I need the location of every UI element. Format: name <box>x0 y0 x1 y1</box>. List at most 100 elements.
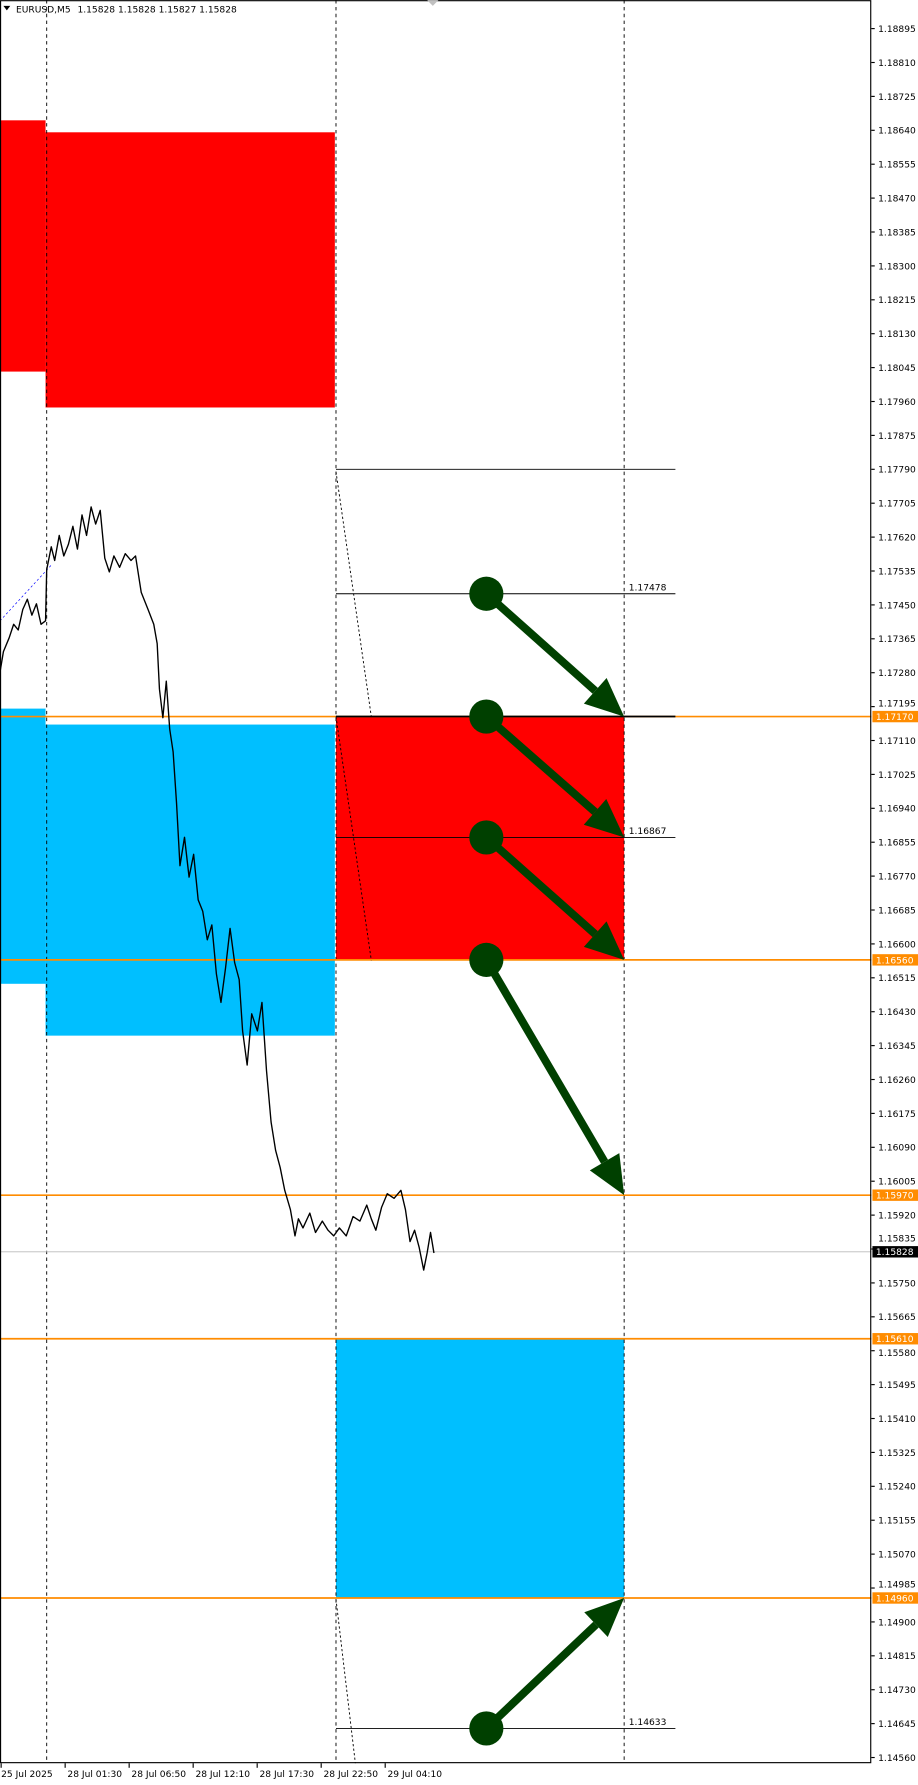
price-tick-label: 1.16940 <box>878 805 916 815</box>
level-price-label: 1.17170 <box>876 713 914 723</box>
arrow-origin-dot <box>469 699 504 734</box>
price-tick-label: 1.16090 <box>878 1144 916 1154</box>
level-price-label: 1.15970 <box>876 1192 914 1202</box>
price-tick-label: 1.15580 <box>878 1349 916 1359</box>
price-tick-label: 1.18045 <box>878 364 916 374</box>
arrow-shaft <box>483 590 598 694</box>
price-tick-label: 1.17875 <box>878 432 916 442</box>
arrow-origin-dot <box>469 942 504 977</box>
price-tick-label: 1.18895 <box>878 25 916 35</box>
price-tick-label: 1.18725 <box>878 93 916 103</box>
price-tick-label: 1.16685 <box>878 906 916 916</box>
dropdown-triangle-icon[interactable] <box>3 5 11 11</box>
price-tick-label: 1.18470 <box>878 195 916 205</box>
fib-trendline <box>335 1599 356 1764</box>
supply-zone <box>0 120 46 372</box>
level-price-badge <box>872 1333 918 1345</box>
time-tick-label: 28 Jul 17:30 <box>259 1770 314 1780</box>
price-tick-label: 1.14645 <box>878 1720 916 1730</box>
price-tick-label: 1.14985 <box>878 1581 916 1591</box>
price-tick-label: 1.15070 <box>878 1551 916 1561</box>
arrow-head-icon <box>583 799 625 838</box>
fib-trendline <box>335 471 372 717</box>
level-price-badge <box>872 1592 918 1604</box>
level-lines: 1.17478 1.16867 1.14633 <box>0 468 872 1764</box>
arrow-shaft <box>483 1621 599 1732</box>
arrow-origin-dot <box>469 820 504 855</box>
price-tick-label: 1.17450 <box>878 601 916 611</box>
price-series <box>0 506 435 1271</box>
price-line <box>0 506 435 1271</box>
price-tick-label: 1.16430 <box>878 1008 916 1018</box>
demand-zone <box>335 1338 625 1598</box>
time-tick-label: 29 Jul 04:10 <box>387 1770 442 1780</box>
arrow-shaft <box>482 957 609 1164</box>
chart-header: EURUSD,M5 1.15828 1.15828 1.15827 1.1582… <box>3 6 237 16</box>
price-tick-label: 1.14560 <box>878 1754 916 1764</box>
price-tick-label: 1.15155 <box>878 1517 916 1527</box>
price-tick-label: 1.16770 <box>878 873 916 883</box>
level-price-badge <box>872 1189 918 1201</box>
price-tick-label: 1.15325 <box>878 1449 916 1459</box>
time-tick-label: 28 Jul 06:50 <box>131 1770 186 1780</box>
time-tick-label: 28 Jul 12:10 <box>195 1770 250 1780</box>
price-tick-label: 1.17110 <box>878 737 916 747</box>
price-tick-label: 1.15750 <box>878 1279 916 1289</box>
vertical-separators <box>46 0 625 1764</box>
projection-label: 1.17478 <box>629 583 667 593</box>
current-price-label: 1.15828 <box>876 1248 914 1258</box>
time-tick-label: 28 Jul 22:50 <box>323 1770 378 1780</box>
level-price-label: 1.15610 <box>876 1335 914 1345</box>
price-tick-label: 1.18130 <box>878 330 916 340</box>
price-axis[interactable]: 1.18895 1.18810 1.18725 1.18640 1.18555 1.184… <box>871 25 918 1764</box>
price-tick-label: 1.15835 <box>878 1235 916 1245</box>
price-tick-label: 1.17705 <box>878 500 916 510</box>
level-price-badge <box>872 710 918 723</box>
price-tick-label: 1.16515 <box>878 974 916 984</box>
demand-zone <box>0 708 46 984</box>
price-tick-label: 1.15410 <box>878 1415 916 1425</box>
price-tick-label: 1.17960 <box>878 398 916 408</box>
price-tick-label: 1.16600 <box>878 940 916 950</box>
price-tick-label: 1.18640 <box>878 127 916 137</box>
price-tick-label: 1.16005 <box>878 1178 916 1188</box>
price-tick-label: 1.15495 <box>878 1381 916 1391</box>
price-tick-label: 1.17535 <box>878 567 916 577</box>
ohlc-values: 1.15828 1.15828 1.15827 1.15828 <box>77 6 237 16</box>
price-tick-label: 1.16855 <box>878 839 916 849</box>
price-tick-label: 1.14815 <box>878 1652 916 1662</box>
arrow-origin-dot <box>469 1711 504 1746</box>
price-tick-label: 1.17195 <box>878 699 916 709</box>
price-tick-label: 1.18385 <box>878 228 916 238</box>
level-price-badge <box>872 954 918 966</box>
current-price-badge <box>872 1246 918 1258</box>
trendline <box>0 563 53 622</box>
price-tick-label: 1.18555 <box>878 161 916 171</box>
price-tick-label: 1.17365 <box>878 635 916 645</box>
arrow-shaft <box>483 713 598 815</box>
price-tick-label: 1.17620 <box>878 534 916 544</box>
price-tick-label: 1.18810 <box>878 59 916 69</box>
price-tick-label: 1.18215 <box>878 296 916 306</box>
time-axis[interactable]: 25 Jul 2025 28 Jul 01:30 28 Jul 06:50 28 Ju… <box>0 1763 442 1780</box>
price-tick-label: 1.18300 <box>878 262 916 272</box>
time-tick-label: 25 Jul 2025 <box>1 1770 53 1780</box>
shift-marker-icon[interactable] <box>427 0 439 6</box>
fib-trendline <box>335 716 372 961</box>
projection-label: 1.14633 <box>629 1718 667 1728</box>
projection-label: 1.16867 <box>629 827 667 837</box>
time-tick-label: 28 Jul 01:30 <box>67 1770 122 1780</box>
price-tick-label: 1.14730 <box>878 1686 916 1696</box>
supply-zone <box>45 132 335 408</box>
price-tick-label: 1.17025 <box>878 771 916 781</box>
price-tick-label: 1.14900 <box>878 1618 916 1628</box>
price-tick-label: 1.15665 <box>878 1313 916 1323</box>
price-tick-label: 1.15920 <box>878 1212 916 1222</box>
symbol-label: EURUSD,M5 <box>16 6 71 16</box>
arrow-shaft <box>483 834 598 938</box>
arrow-head-icon <box>584 1597 625 1638</box>
arrow-head-icon <box>583 678 625 717</box>
arrow-head-icon <box>583 921 625 960</box>
price-tick-label: 1.17790 <box>878 466 916 476</box>
